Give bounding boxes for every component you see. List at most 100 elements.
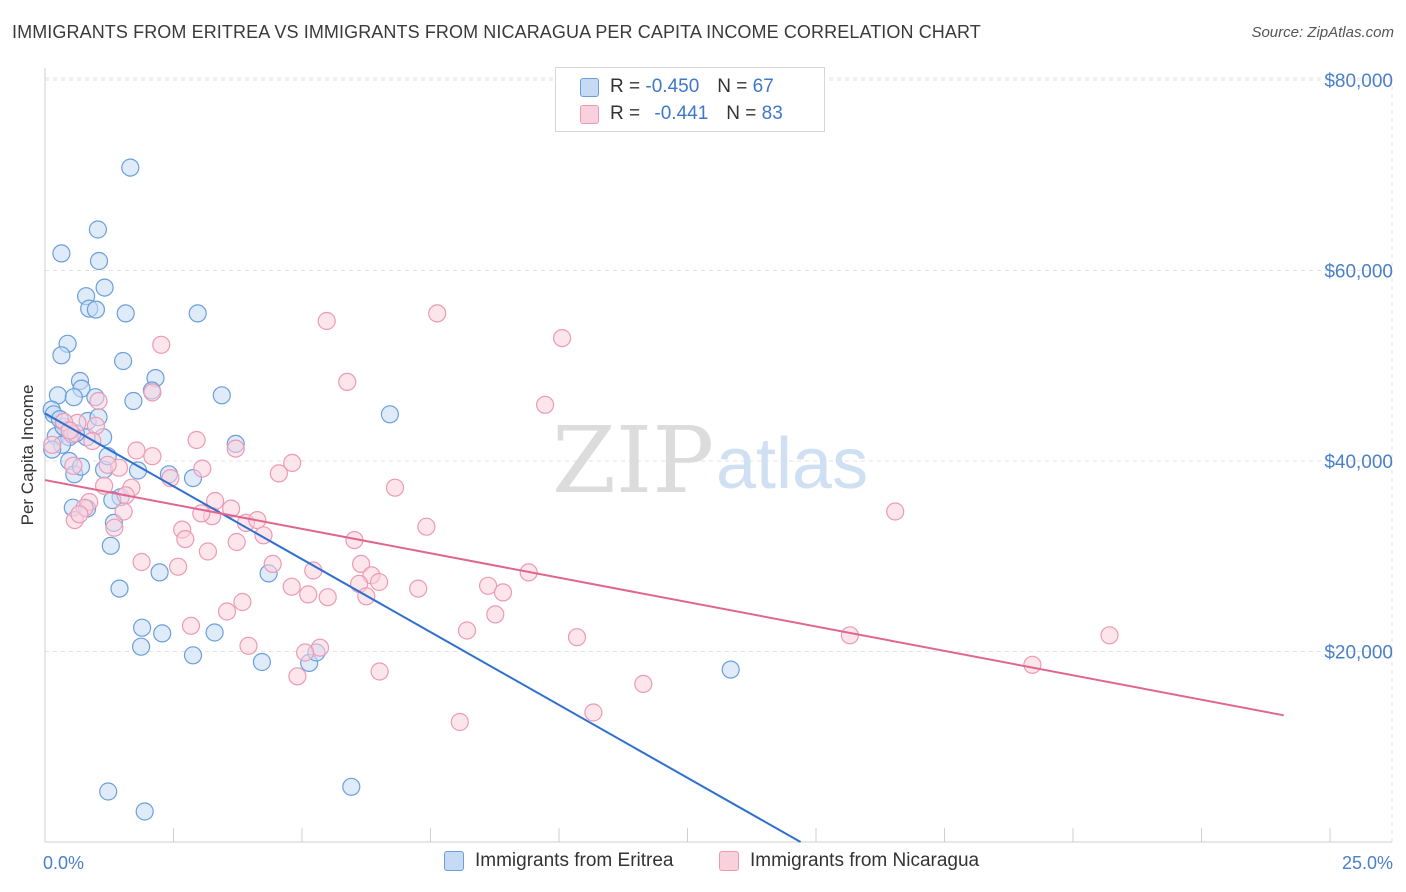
nicaragua-point — [132, 552, 151, 572]
nicaragua-point — [169, 557, 188, 576]
eritrea-point — [110, 579, 129, 598]
eritrea-point — [52, 244, 71, 263]
series-legend: Immigrants from Eritrea Immigrants from … — [0, 850, 1406, 878]
eritrea-r-value: -0.450 — [645, 76, 700, 97]
nicaragua-point — [567, 628, 587, 647]
legend-item-nicaragua[interactable]: Immigrants from Nicaragua — [719, 850, 979, 872]
eritrea-point — [342, 777, 361, 796]
nicaragua-point — [1023, 655, 1042, 674]
nicaragua-point — [370, 572, 389, 592]
eritrea-n-value: 67 — [752, 76, 774, 97]
nicaragua-point — [269, 464, 288, 483]
nicaragua-point — [98, 455, 117, 474]
nicaragua-point — [222, 499, 241, 518]
eritrea-swatch — [580, 77, 599, 97]
eritrea-point — [132, 637, 151, 656]
nicaragua-point — [143, 383, 162, 402]
nicaragua-point — [288, 667, 307, 686]
eritrea-point — [124, 391, 143, 411]
nicaragua-point — [64, 456, 83, 475]
y-tick-label: $80,000 — [1324, 71, 1393, 92]
eritrea-point — [99, 782, 118, 801]
nicaragua-point — [409, 579, 428, 598]
nicaragua-point — [239, 636, 258, 655]
eritrea-point — [153, 624, 172, 643]
nicaragua-point — [318, 588, 337, 607]
watermark-atlas: atlas — [716, 424, 868, 504]
nicaragua-point — [233, 592, 252, 612]
eritrea-point — [205, 623, 224, 642]
n-label: N = — [726, 103, 757, 124]
nicaragua-point — [105, 518, 124, 537]
nicaragua-point — [1100, 626, 1119, 645]
x-tick-label-end: 25.0% — [1342, 853, 1393, 873]
trend-lines — [44, 412, 1284, 843]
chart-source: Source: ZipAtlas.com — [1251, 24, 1394, 41]
stats-row-nicaragua: R = -0.441 N = 83 — [580, 101, 783, 127]
nicaragua-point — [187, 430, 206, 450]
nicaragua-point — [193, 459, 212, 478]
nicaragua-point — [227, 532, 246, 552]
nicaragua-r-value: -0.441 — [654, 103, 709, 124]
nicaragua-point — [634, 674, 653, 694]
eritrea-point — [113, 351, 133, 371]
r-label: R = — [610, 103, 641, 124]
nicaragua-point — [486, 605, 505, 624]
nicaragua-point — [89, 391, 108, 411]
nicaragua-legend-swatch — [719, 851, 739, 871]
eritrea-point — [52, 346, 71, 365]
nicaragua-swatch — [580, 104, 599, 124]
y-tick-label: $20,000 — [1324, 643, 1393, 664]
eritrea-point — [380, 405, 399, 424]
legend-label-nicaragua: Immigrants from Nicaragua — [750, 850, 980, 871]
eritrea-point — [135, 802, 154, 821]
eritrea-trend-line — [44, 412, 802, 843]
nicaragua-n-value: 83 — [761, 103, 783, 124]
nicaragua-point — [263, 554, 282, 574]
nicaragua-point — [886, 502, 905, 521]
nicaragua-point — [338, 372, 357, 391]
nicaragua-point — [60, 421, 79, 440]
eritrea-point — [183, 646, 203, 665]
eritrea-point — [89, 251, 109, 271]
nicaragua-point — [282, 577, 301, 596]
nicaragua-point — [127, 441, 146, 460]
nicaragua-point — [43, 435, 62, 454]
series-nicaragua-points — [43, 304, 1119, 732]
nicaragua-point — [535, 395, 555, 414]
nicaragua-point — [296, 643, 315, 662]
nicaragua-point — [385, 478, 405, 497]
nicaragua-point — [114, 502, 133, 521]
y-tick-labels: $20,000 $40,000 $60,000 $80,000 — [1324, 71, 1393, 664]
stats-legend: R = -0.450 N = 67 R = -0.441 N = 83 — [555, 67, 825, 132]
nicaragua-point — [283, 453, 302, 472]
eritrea-point — [95, 278, 114, 297]
eritrea-point — [101, 536, 120, 555]
nicaragua-point — [299, 585, 318, 604]
legend-item-eritrea[interactable]: Immigrants from Eritrea — [444, 850, 673, 872]
nicaragua-point — [217, 602, 237, 621]
nicaragua-point — [198, 542, 217, 561]
y-axis-label: Per Capita Income — [18, 385, 37, 526]
nicaragua-trend-line — [44, 479, 1284, 717]
y-tick-label: $60,000 — [1324, 262, 1393, 283]
eritrea-legend-swatch — [444, 851, 464, 871]
n-label: N = — [717, 76, 748, 97]
nicaragua-point — [352, 554, 371, 574]
eritrea-point — [188, 304, 207, 323]
nicaragua-point — [840, 626, 860, 645]
nicaragua-point — [152, 335, 171, 354]
eritrea-point — [86, 300, 106, 319]
nicaragua-point — [450, 712, 469, 732]
nicaragua-point — [181, 616, 201, 635]
eritrea-point — [212, 386, 231, 405]
eritrea-point — [64, 388, 83, 407]
legend-label-eritrea: Immigrants from Eritrea — [475, 850, 674, 871]
nicaragua-point — [143, 447, 162, 466]
watermark-zip: ZIP — [552, 407, 714, 514]
nicaragua-point — [370, 662, 389, 681]
watermark: ZIP atlas — [552, 407, 868, 514]
eritrea-point — [88, 220, 108, 239]
eritrea-point — [116, 304, 135, 323]
